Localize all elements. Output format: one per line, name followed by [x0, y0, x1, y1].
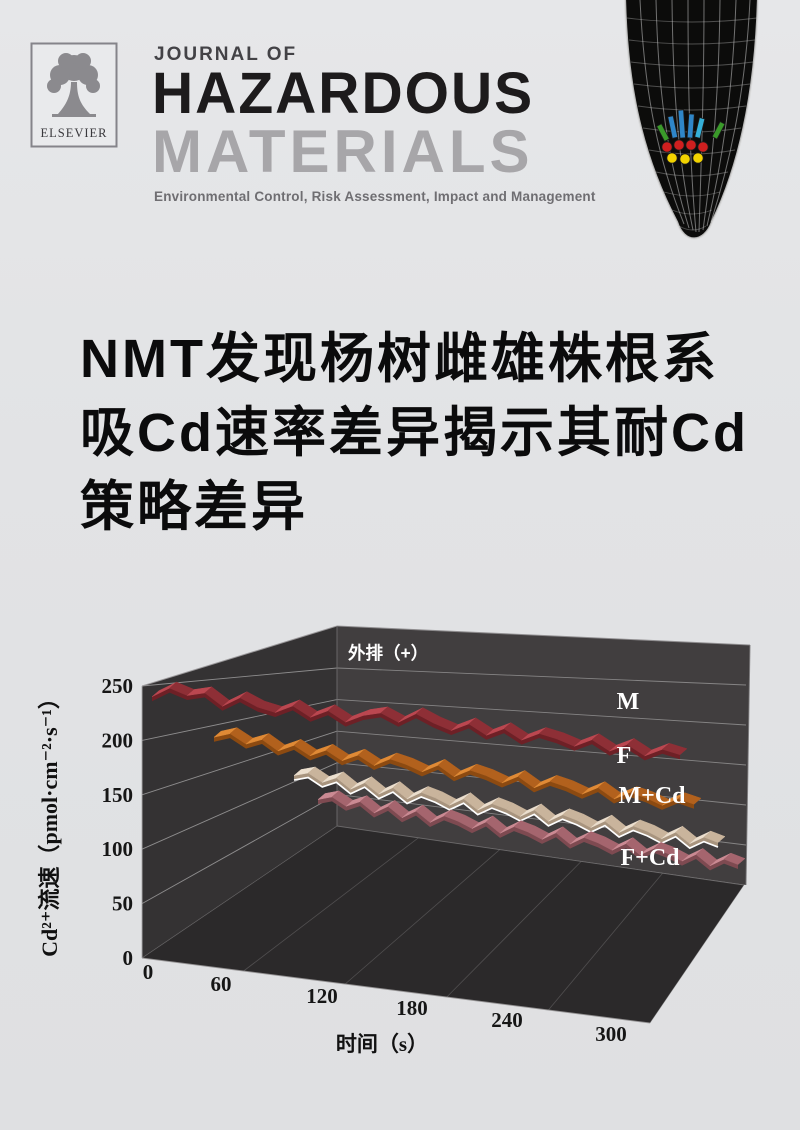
root-outline	[623, 0, 760, 240]
ribbon-front-face-M	[152, 688, 680, 761]
root-tip-image	[600, 0, 800, 267]
x-tick-label: 60	[211, 972, 232, 996]
back-wall-right-edge	[745, 644, 751, 886]
x-tick-label: 120	[306, 984, 338, 1008]
x-axis-title: 时间（s）	[336, 1032, 428, 1056]
floor-back-edge	[336, 825, 745, 886]
series-label-M+Cd: M+Cd	[618, 783, 686, 809]
y-tick-label: 200	[102, 728, 134, 752]
root-stain-cluster	[656, 109, 726, 165]
journal-title-hazardous: HAZARDOUS	[152, 60, 535, 127]
journal-subtitle: Environmental Control, Risk Assessment, …	[154, 189, 596, 204]
x-tick-label: 240	[491, 1008, 523, 1032]
ribbon-front-face-F	[214, 733, 694, 810]
ribbon-facet-F	[677, 792, 702, 805]
floor-gridline	[141, 825, 338, 959]
ribbon-white-edge	[293, 776, 719, 850]
y-tick-label: 50	[112, 892, 133, 916]
cd-flux-3d-chart: 0 50 100 150 200 250 0 60 120 180 240 300 时间（s） Cd²⁺流…	[37, 625, 751, 1056]
ribbon-facet-M+Cd	[703, 830, 726, 843]
journal-title-materials: MATERIALS	[152, 118, 534, 185]
hero-title-line2: 吸Cd速率差异揭示其耐Cd	[80, 403, 749, 463]
x-tick-label: 0	[143, 960, 154, 984]
efflux-annotation: 外排（+）	[348, 643, 428, 663]
x-tick-label: 300	[595, 1022, 627, 1046]
root-cross-walls	[626, 17, 758, 231]
floor-gridline	[344, 849, 501, 985]
y-axis-title: Cd²⁺流速（pmol·cm⁻²·s⁻¹）	[37, 687, 62, 957]
x-axis-edge	[141, 957, 651, 1024]
hero-title-line3: 策略差异	[80, 477, 308, 537]
floor-gridline	[548, 872, 663, 1011]
elsevier-logo: ELSEVIER	[30, 42, 118, 148]
ribbon-facet-M	[661, 743, 688, 755]
floor-gridline	[649, 884, 745, 1024]
chart-floor	[142, 826, 744, 1023]
y-tick-label: 250	[102, 674, 134, 698]
ribbon-facet-F+Cd	[723, 852, 746, 865]
journal-masthead: JOURNAL OF HAZARDOUS MATERIALS Environme…	[150, 42, 630, 204]
series-label-F+Cd: F+Cd	[620, 845, 680, 871]
left-wall-top-edge	[141, 625, 338, 687]
back-wall-top-edge	[336, 625, 751, 646]
journal-of-text: JOURNAL OF	[154, 44, 298, 65]
series-label-F: F	[617, 743, 632, 769]
y-tick-label: 150	[102, 783, 134, 807]
ribbon-front-face-F+Cd	[318, 796, 738, 871]
elsevier-tree-icon	[47, 53, 100, 117]
floor-gridline	[446, 861, 582, 998]
hero-title: NMT发现杨树雌雄株根系 吸Cd速率差异揭示其耐Cd 策略差异	[80, 322, 780, 544]
back-wall-gridline	[336, 667, 747, 686]
y-tick-label: 100	[102, 837, 134, 861]
y-tick-label: 0	[123, 946, 134, 970]
hero-title-line1: NMT发现杨树雌雄株根系	[80, 329, 719, 389]
x-tick-label: 180	[396, 996, 428, 1020]
ribbon-front-face-M+Cd	[294, 772, 718, 849]
elsevier-wordmark: ELSEVIER	[40, 126, 107, 140]
series-label-M: M	[617, 689, 640, 715]
floor-gridline	[243, 837, 419, 972]
back-wall-gridline	[336, 730, 747, 766]
back-wall-gridline	[336, 699, 747, 726]
left-wall-gridline	[141, 794, 338, 904]
